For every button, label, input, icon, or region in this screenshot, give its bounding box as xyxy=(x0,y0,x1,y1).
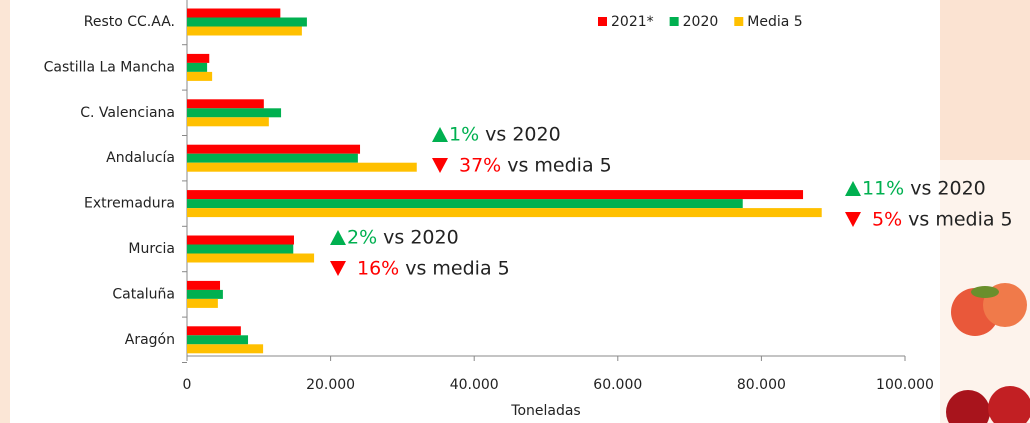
annotation-down-text: vs media 5 xyxy=(405,258,510,280)
bar xyxy=(187,199,743,209)
annotation-up: 1% xyxy=(449,124,479,146)
x-axis-title: Toneladas xyxy=(510,403,580,419)
legend-label: Media 5 xyxy=(747,14,802,30)
bar xyxy=(187,8,281,18)
y-tick-label: Murcia xyxy=(128,241,175,257)
annotation-down: 5% xyxy=(872,209,902,231)
bar xyxy=(187,235,294,245)
bar xyxy=(187,280,221,290)
bar xyxy=(187,62,208,72)
y-tick-label: Castilla La Mancha xyxy=(44,59,175,75)
bar xyxy=(187,117,269,127)
bar xyxy=(187,326,241,336)
y-tick-label: Cataluña xyxy=(112,286,175,302)
bar xyxy=(187,289,223,299)
x-tick-label: 0 xyxy=(183,377,192,393)
annotation-up-text: vs 2020 xyxy=(910,178,986,200)
y-tick-label: Andalucía xyxy=(106,150,175,166)
bar xyxy=(187,344,264,354)
bar xyxy=(187,17,307,27)
bar xyxy=(187,190,804,200)
up-arrow xyxy=(432,127,448,142)
x-tick-label: 80.000 xyxy=(737,377,786,393)
bar xyxy=(187,144,361,154)
x-tick-label: 40.000 xyxy=(450,377,499,393)
bar xyxy=(187,208,822,218)
x-tick-label: 20.000 xyxy=(306,377,355,393)
annotation-down-text: vs media 5 xyxy=(908,209,1013,231)
bar xyxy=(187,162,417,172)
x-tick-label: 100.000 xyxy=(876,377,934,393)
x-tick-label: 60.000 xyxy=(593,377,642,393)
annotation-up: 2% xyxy=(347,227,377,249)
annotation-up-text: vs 2020 xyxy=(485,124,561,146)
bar xyxy=(187,335,249,345)
legend-swatch xyxy=(734,17,744,26)
peach-image xyxy=(946,283,1030,423)
bar xyxy=(187,298,218,308)
legend-swatch xyxy=(669,17,679,26)
down-arrow xyxy=(845,212,861,227)
y-tick-label: Extremadura xyxy=(84,196,175,212)
bar xyxy=(187,244,294,254)
legend-swatch xyxy=(598,17,607,26)
bar xyxy=(187,108,282,118)
annotation-down-text: vs media 5 xyxy=(507,155,612,177)
up-arrow xyxy=(845,181,861,196)
down-arrow xyxy=(330,261,346,276)
legend-label: 2021* xyxy=(611,14,654,30)
bar xyxy=(187,153,358,163)
annotation-up: 11% xyxy=(862,178,904,200)
bar xyxy=(187,99,264,109)
y-tick-label: C. Valenciana xyxy=(80,105,175,121)
y-tick-label: Aragón xyxy=(125,332,175,348)
annotation-up-text: vs 2020 xyxy=(383,227,459,249)
annotation-down: 16% xyxy=(357,258,399,280)
y-tick-label: Resto CC.AA. xyxy=(84,14,175,30)
down-arrow xyxy=(432,158,448,173)
annotation-down: 37% xyxy=(459,155,501,177)
legend-label: 2020 xyxy=(683,14,719,30)
bar xyxy=(187,253,315,263)
bar xyxy=(187,53,210,63)
up-arrow xyxy=(330,230,346,245)
left-strip xyxy=(0,0,10,423)
bar xyxy=(187,26,302,36)
bar xyxy=(187,71,213,81)
